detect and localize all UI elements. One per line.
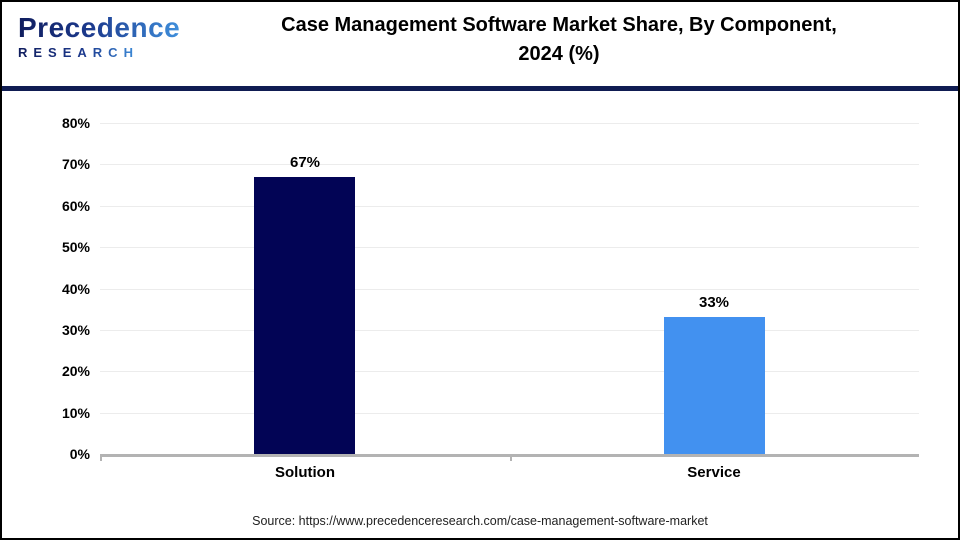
- gridline-50: [100, 247, 919, 248]
- y-axis-tick-label: 20%: [61, 363, 90, 379]
- y-axis-tick-label: 0%: [69, 446, 90, 462]
- chart-title-line1: Case Management Software Market Share, B…: [281, 14, 837, 36]
- y-axis-tick-label: 40%: [61, 281, 90, 297]
- x-axis-line: [100, 454, 919, 457]
- bar-service: [664, 317, 765, 454]
- header-separator-rule: [2, 86, 958, 91]
- x-axis-category-label-solution: Solution: [275, 464, 335, 481]
- gridline-80: [100, 123, 919, 124]
- bar-value-label-solution: 67%: [289, 154, 321, 171]
- gridline-20: [100, 371, 919, 372]
- y-axis-tick-label: 10%: [61, 405, 90, 421]
- gridline-70: [100, 164, 919, 165]
- bar-chart-plot-area: 0% 10% 20% 30% 40% 50% 60% 70% 80% 67% Solution 33%…: [2, 91, 958, 538]
- x-axis-tick-0: [100, 454, 102, 461]
- chart-title-line2: 2024 (%): [518, 43, 600, 65]
- y-axis-tick-label: 60%: [61, 198, 90, 214]
- y-axis-tick-label: 80%: [61, 115, 90, 131]
- x-axis-tick-1: [510, 454, 512, 461]
- y-axis-tick-label: 30%: [61, 322, 90, 338]
- precedence-research-logo: Precedence RESEARCH: [18, 14, 180, 61]
- gridline-60: [100, 206, 919, 207]
- logo-subtitle: RESEARCH: [18, 45, 139, 60]
- header: Precedence RESEARCH Case Management Soft…: [2, 2, 958, 86]
- gridline-10: [100, 413, 919, 414]
- bar-solution: [254, 177, 355, 454]
- x-axis-category-label-service: Service: [687, 464, 741, 481]
- y-axis-tick-label: 70%: [61, 156, 90, 172]
- y-axis-tick-label: 50%: [61, 239, 90, 255]
- source-citation: Source: https://www.precedenceresearch.c…: [252, 514, 708, 528]
- chart-title: Case Management Software Market Share, B…: [172, 11, 946, 69]
- logo-wordmark: Precedence: [18, 12, 181, 43]
- bar-value-label-service: 33%: [698, 294, 730, 311]
- gridline-40: [100, 289, 919, 290]
- gridline-30: [100, 330, 919, 331]
